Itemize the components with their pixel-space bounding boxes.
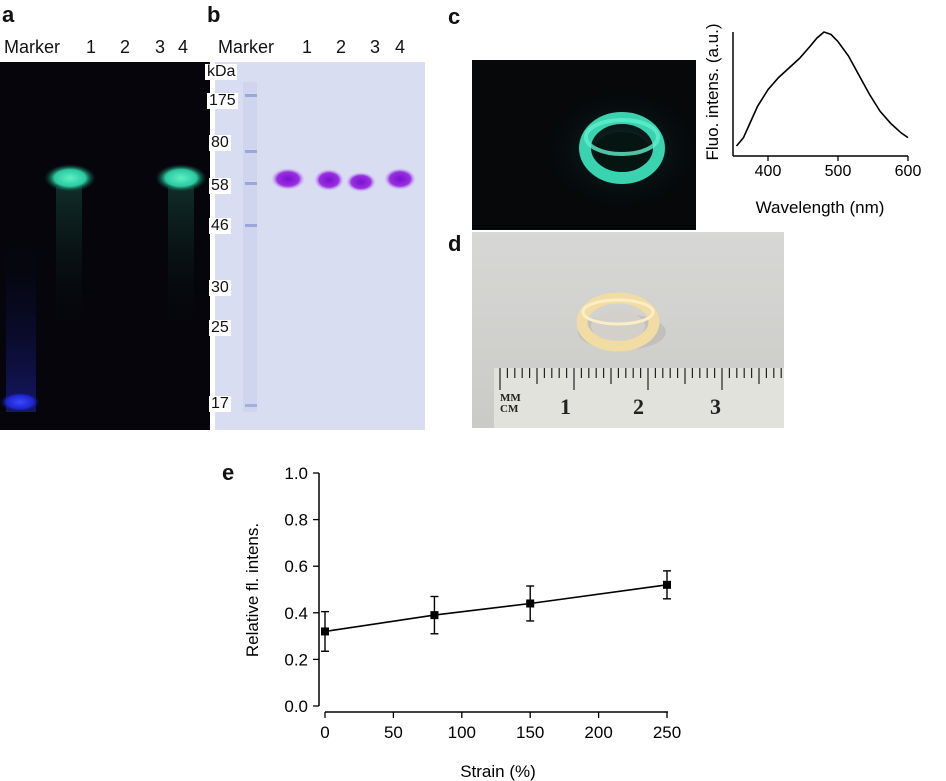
inset-x-tick-600: 600 <box>895 163 922 180</box>
ruler-number-1: 1 <box>560 394 571 419</box>
gel-b-lane-1: 1 <box>302 37 313 57</box>
spectrum-inset-chart: 400 500 600 Wavelength (nm) Fluo. intens… <box>696 0 946 230</box>
chart-e-x-tick-label: 0 <box>320 723 329 742</box>
gel-b-kda-unit: kDa <box>205 63 238 80</box>
ring-d-outer <box>576 292 660 352</box>
panel-d-letter: d <box>448 231 462 256</box>
photo-ring-ruler <box>472 232 784 428</box>
inset-y-label: Fluo. intens. (a.u.) <box>703 23 722 160</box>
panel-e-letter: e <box>222 460 235 485</box>
ruler-units-label: MM CM <box>500 392 521 415</box>
chart-e-x-tick-label: 150 <box>516 723 544 742</box>
inset-background <box>696 0 946 230</box>
gel-b-lane-2: 2 <box>336 37 347 57</box>
panel-b-letter: b <box>207 2 221 27</box>
chart-e-data-point <box>321 627 329 636</box>
gel-a-marker-smear <box>6 242 36 412</box>
gel-b-marker-80 <box>245 150 257 153</box>
strain-chart: 0.0 0.2 0.4 0.6 0.8 1.0 0 50 100 150 200 250 Strai… <box>243 464 681 781</box>
inset-x-tick-500: 500 <box>825 163 852 180</box>
inset-x-label: Wavelength (nm) <box>756 198 885 217</box>
gel-a-lane-2: 2 <box>120 37 131 57</box>
spectrum-line <box>735 31 909 147</box>
chart-e-data-point <box>430 611 439 620</box>
chart-e-data-point <box>663 580 671 589</box>
gel-b-mw-30: 30 <box>209 279 231 296</box>
chart-e-data-point <box>526 599 535 608</box>
gel-b-lane-3: 3 <box>370 37 381 57</box>
chart-e-y-tick-label: 1.0 <box>284 464 308 483</box>
gel-a-fluorescence-image <box>0 62 210 430</box>
gel-b-lane-marker: Marker <box>218 37 275 57</box>
chart-e-x-label: Strain (%) <box>460 762 536 781</box>
gel-b-mw-175: 175 <box>207 92 238 109</box>
gel-b-lane4-band <box>384 168 416 190</box>
gel-b-lane3-band <box>346 172 376 192</box>
gel-b-mw-46: 46 <box>209 217 231 234</box>
panel-c-letter: c <box>448 4 461 29</box>
gel-b-marker-lane <box>243 82 257 412</box>
inset-x-tick-400: 400 <box>755 163 782 180</box>
gel-b-coomassie-image <box>215 62 425 430</box>
gel-b-marker-58 <box>245 182 257 185</box>
chart-e-y-label: Relative fl. intens. <box>243 523 262 657</box>
gel-a-marker-band <box>0 392 40 412</box>
chart-e-y-tick-label: 0.6 <box>284 557 308 576</box>
gel-a-lane-1: 1 <box>86 37 97 57</box>
ruler-body <box>494 368 784 428</box>
ruler-number-2: 2 <box>633 394 644 419</box>
gel-b-mw-80: 80 <box>209 134 231 151</box>
gel-b-marker-46 <box>245 224 257 227</box>
gel-a-lane-3: 3 <box>155 37 166 57</box>
chart-e-x-tick-label: 100 <box>448 723 476 742</box>
ring-d-inner <box>591 311 645 341</box>
gel-a-lane4-band <box>155 164 207 192</box>
gel-b-lane2-band <box>314 169 344 191</box>
gel-b-lane1-band <box>271 168 305 190</box>
gel-b-mw-17: 17 <box>209 395 231 412</box>
gel-b-marker-17 <box>245 404 257 407</box>
chart-e-y-tick-label: 0.4 <box>284 604 308 623</box>
chart-e-x-tick-label: 250 <box>653 723 681 742</box>
gel-a-lane1-smear <box>56 187 82 327</box>
panel-a-letter: a <box>2 2 15 27</box>
gel-b-marker-175 <box>245 94 257 97</box>
gel-b-mw-25: 25 <box>209 319 231 336</box>
chart-e-series-line <box>324 584 668 633</box>
gel-a-lane4-smear <box>168 187 194 327</box>
ruler-ticks <box>499 368 782 390</box>
gel-a-lane-4: 4 <box>178 37 189 57</box>
ruler-number-3: 3 <box>710 394 721 419</box>
chart-e-y-tick-label: 0.0 <box>284 697 308 716</box>
gel-a-lane1-band <box>44 164 96 192</box>
gel-a-lane-marker: Marker <box>4 37 61 57</box>
gel-b-lane-4: 4 <box>395 37 406 57</box>
chart-e-y-tick-label: 0.8 <box>284 511 308 530</box>
ring-c-highlight <box>584 118 660 156</box>
chart-e-x-tick-label: 200 <box>584 723 612 742</box>
chart-e-x-tick-label: 50 <box>384 723 403 742</box>
gel-b-mw-58: 58 <box>209 177 231 194</box>
ring-d-highlight <box>581 298 655 326</box>
chart-e-y-tick-label: 0.2 <box>284 650 308 669</box>
